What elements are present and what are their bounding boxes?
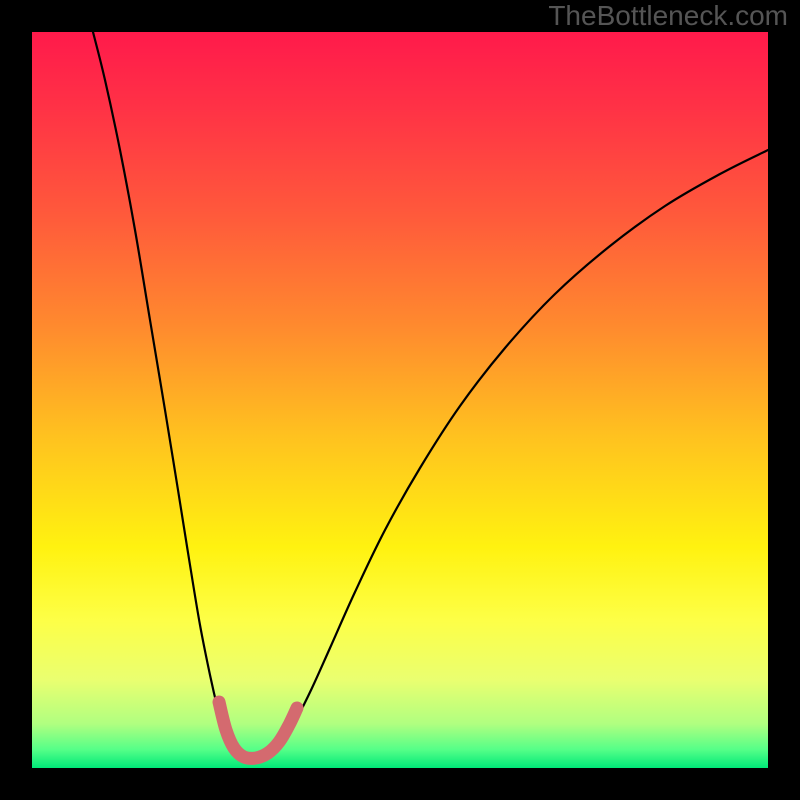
- watermark-text: TheBottleneck.com: [548, 0, 788, 32]
- bottleneck-curve-chart: [0, 0, 800, 800]
- chart-container: TheBottleneck.com: [0, 0, 800, 800]
- plot-gradient-background: [32, 32, 768, 768]
